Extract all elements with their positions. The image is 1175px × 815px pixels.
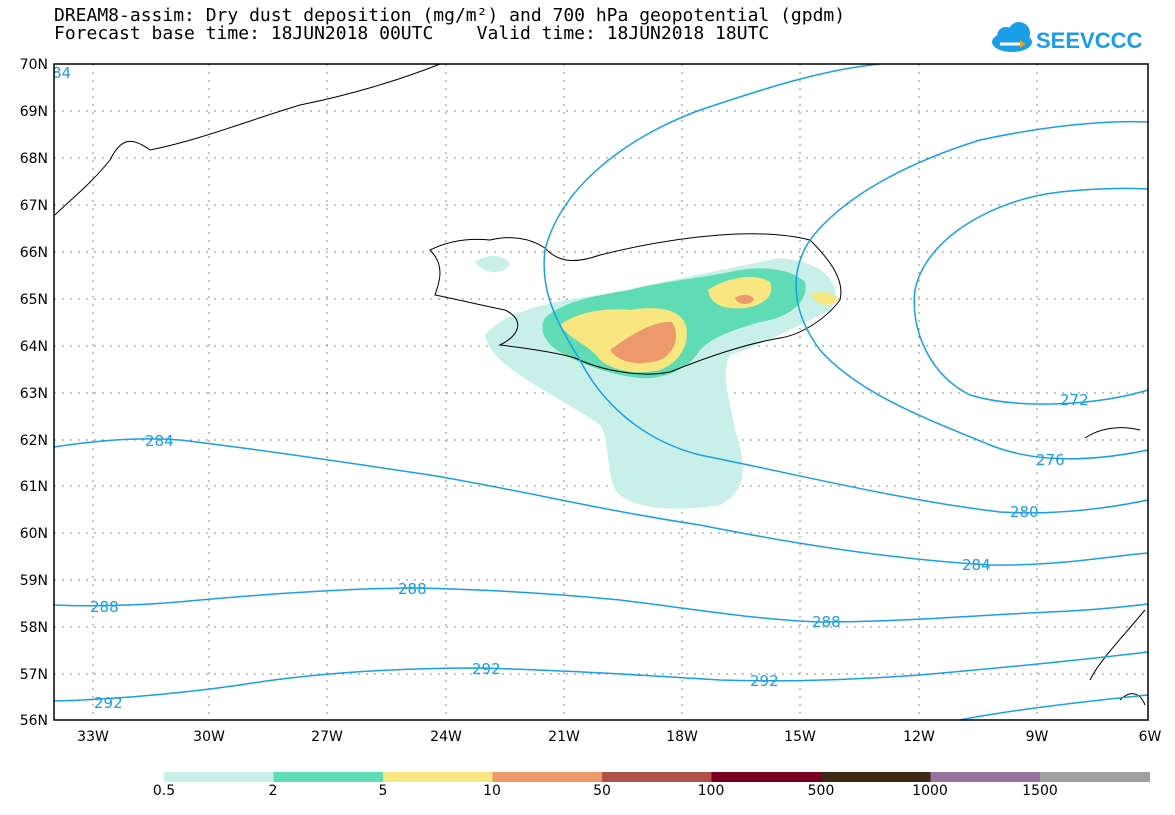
legend-label: 5 [378,783,388,799]
contour-label-group: 84 284 288 288 288 292 292 292 284 280 2… [52,64,1089,712]
lat-label: 66N [20,245,48,261]
legend-swatch [492,772,603,782]
legend-label: 50 [593,783,611,799]
lat-label: 65N [20,292,48,308]
legend-label: 0.5 [152,783,176,799]
contour-label: 288 [398,580,427,598]
lat-label: 61N [20,479,48,495]
legend-swatch [164,772,274,782]
coastline [54,63,1146,706]
lon-label: 27W [311,729,343,745]
lon-label: 9W [1026,729,1049,745]
map-subtitle: Forecast base time: 18JUN2018 00UTC Vali… [54,23,770,44]
contour-label: 276 [1036,451,1065,469]
lon-label: 21W [548,729,580,745]
lat-label: 60N [20,526,48,542]
lon-label: 12W [903,729,935,745]
lat-label: 56N [20,713,48,729]
lon-label: 24W [430,729,462,745]
lat-label: 62N [20,433,48,449]
legend-label: 1500 [1022,783,1058,799]
legend-swatch [383,772,493,782]
contour-label: 84 [52,64,71,82]
geopotential-contours [53,63,1149,721]
legend-label: 10 [483,783,501,799]
legend-label: 500 [807,783,835,799]
lat-label: 67N [20,198,48,214]
lon-label: 33W [77,729,109,745]
map-title: DREAM8-assim: Dry dust deposition (mg/m²… [54,5,846,26]
lat-label: 57N [20,667,48,683]
legend-swatch [711,772,822,782]
lat-label: 63N [20,386,48,402]
legend-swatch [602,772,712,782]
lat-label: 64N [20,339,48,355]
contour-label: 288 [90,598,119,616]
lon-label: 18W [666,729,698,745]
legend-swatch [930,772,1041,782]
logo-text: SEEVCCC [1036,28,1142,53]
contour-label: 284 [145,432,174,450]
lat-label: 58N [20,620,48,636]
legend-swatch [1040,772,1150,782]
longitude-axis: 33W 30W 27W 24W 21W 18W 15W 12W 9W 6W [77,729,1161,745]
legend-colorbar [164,772,1150,782]
latitude-axis: 70N 69N 68N 67N 66N 65N 64N 63N 62N 61N … [20,57,48,729]
lon-label: 15W [784,729,816,745]
contour-label: 292 [472,660,501,678]
contour-label: 288 [812,613,841,631]
legend-label: 100 [697,783,725,799]
lon-label: 6W [1139,729,1162,745]
contour-label: 280 [1010,503,1039,521]
lat-label: 59N [20,573,48,589]
contour-label: 284 [962,556,991,574]
contour-label: 292 [750,672,779,690]
legend-swatch [821,772,931,782]
lat-label: 69N [20,104,48,120]
lat-label: 68N [20,151,48,167]
cloud-icon [992,22,1032,52]
dust-deposition-field [475,255,838,509]
map-frame [53,63,1149,721]
lat-label: 70N [20,57,48,73]
legend-swatch [273,772,384,782]
lon-label: 30W [193,729,225,745]
contour-label: 292 [94,694,123,712]
contour-label: 272 [1060,391,1089,409]
legend-label: 2 [268,783,278,799]
seevccc-logo: SEEVCCC [992,22,1142,53]
legend-label: 1000 [912,783,948,799]
